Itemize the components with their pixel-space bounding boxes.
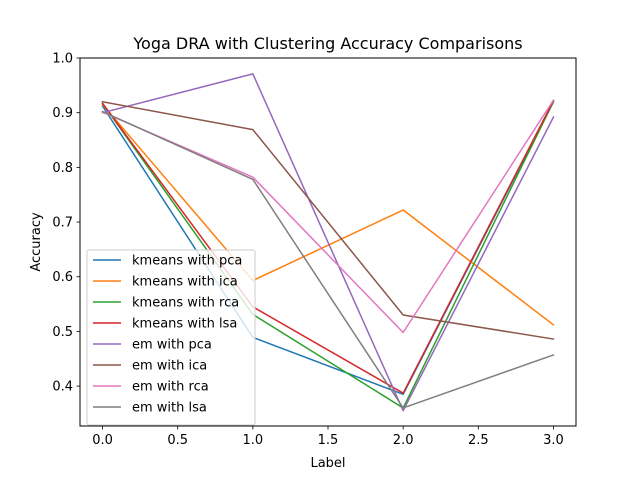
legend-label-6: em with rca <box>132 380 209 395</box>
x-tick-label: 1.0 <box>243 433 264 448</box>
y-axis-label: Accuracy <box>29 212 44 272</box>
x-tick-label: 2.0 <box>393 433 414 448</box>
x-axis-label: Label <box>310 456 345 471</box>
legend-label-3: kmeans with lsa <box>132 317 237 332</box>
y-tick-label: 0.5 <box>52 325 73 340</box>
series-line-4 <box>101 73 555 412</box>
x-tick-label: 0.5 <box>167 433 188 448</box>
legend-label-4: em with pca <box>132 338 212 353</box>
x-tick-label: 3.0 <box>543 433 564 448</box>
x-tick-label: 2.5 <box>468 433 489 448</box>
series-line-5 <box>101 100 555 340</box>
legend-label-1: kmeans with ica <box>132 275 238 290</box>
chart-title: Yoga DRA with Clustering Accuracy Compar… <box>132 34 522 53</box>
series-line-2 <box>101 100 555 409</box>
legend-label-0: kmeans with pca <box>132 254 242 269</box>
series-lines <box>101 73 555 412</box>
series-line-6 <box>101 99 555 334</box>
y-tick-label: 0.6 <box>52 270 73 285</box>
series-line-3 <box>101 99 555 394</box>
legend-label-7: em with lsa <box>132 401 207 416</box>
x-tick-label: 1.5 <box>318 433 339 448</box>
legend-box <box>86 249 256 426</box>
x-tick-label: 0.0 <box>92 433 113 448</box>
y-tick-label: 0.9 <box>52 106 73 121</box>
y-tick-label: 0.8 <box>52 161 73 176</box>
series-line-1 <box>101 103 555 326</box>
legend: kmeans with pca kmeans with ica kmeans wit… <box>86 249 256 426</box>
y-tick-label: 0.4 <box>52 380 73 395</box>
legend-label-2: kmeans with rca <box>132 296 239 311</box>
y-tick-label: 0.7 <box>52 216 73 231</box>
y-axis-ticks: 0.4 0.5 0.6 0.7 0.8 0.9 1.0 <box>52 52 80 395</box>
y-tick-label: 1.0 <box>52 52 73 67</box>
x-axis-ticks: 0.0 0.5 1.0 1.5 2.0 2.5 3.0 <box>92 426 564 448</box>
legend-label-5: em with ica <box>132 359 207 374</box>
series-line-7 <box>101 110 555 409</box>
